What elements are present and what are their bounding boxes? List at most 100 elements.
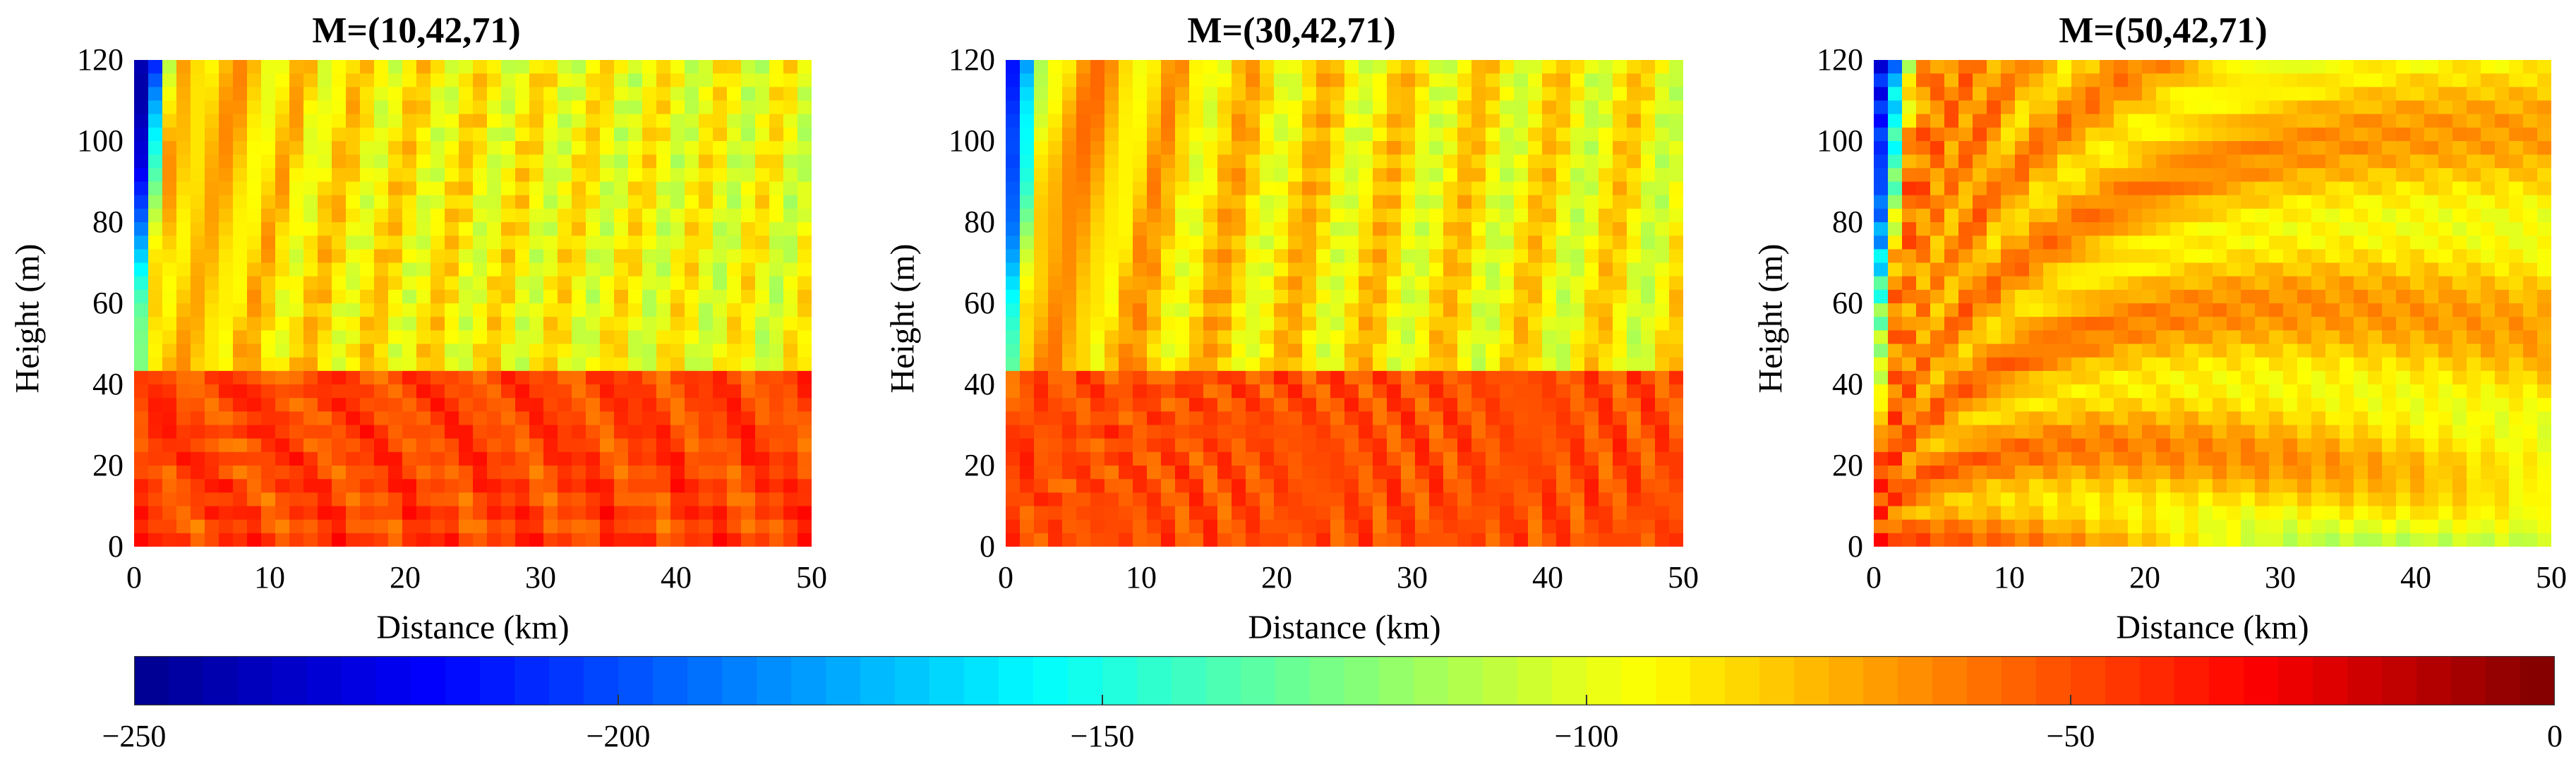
heatmap-cell — [2156, 533, 2171, 547]
heatmap-cell — [1973, 303, 1987, 317]
heatmap-cell — [275, 73, 290, 87]
heatmap-cell — [416, 168, 431, 183]
heatmap-cell — [2241, 87, 2256, 102]
heatmap-cell — [1288, 398, 1303, 412]
heatmap-cell — [727, 451, 742, 466]
heatmap-cell — [2424, 451, 2439, 466]
heatmap-cell — [431, 438, 445, 453]
heatmap-cell — [1133, 127, 1148, 142]
heatmap-cell — [1627, 222, 1642, 236]
heatmap-cell — [727, 249, 742, 264]
heatmap-cell — [543, 506, 558, 521]
heatmap-cell — [2241, 398, 2256, 412]
heatmap-cell — [2227, 154, 2241, 169]
heatmap-cell — [2325, 370, 2340, 385]
heatmap-cell — [219, 73, 234, 87]
heatmap-cell — [543, 519, 558, 534]
heatmap-cell — [1062, 154, 1077, 169]
heatmap-cell — [1542, 519, 1557, 534]
heatmap-cell — [2255, 127, 2270, 142]
heatmap-cell — [1189, 222, 1204, 236]
heatmap-cell — [1599, 276, 1613, 291]
heatmap-cell — [1090, 195, 1105, 210]
heatmap-cell — [360, 479, 375, 493]
heatmap-cell — [1443, 262, 1458, 277]
heatmap-cell — [2382, 154, 2397, 169]
heatmap-cell — [1373, 519, 1388, 534]
heatmap-cell — [1020, 398, 1035, 412]
heatmap-cell — [1570, 425, 1585, 439]
heatmap-cell — [515, 208, 530, 223]
heatmap-cell — [1217, 195, 1232, 210]
heatmap-cell — [2015, 479, 2030, 493]
heatmap-cell — [2142, 249, 2157, 264]
heatmap-cell — [1457, 60, 1472, 74]
heatmap-cell — [1246, 466, 1260, 480]
heatmap-cell — [1133, 330, 1148, 345]
heatmap-cell — [1443, 357, 1458, 372]
heatmap-cell — [148, 60, 163, 74]
heatmap-cell — [205, 154, 219, 169]
heatmap-cell — [247, 141, 262, 155]
heatmap-cell — [1415, 451, 1430, 466]
heatmap-cell — [586, 100, 601, 115]
heatmap-cell — [1302, 330, 1317, 345]
heatmap-cell — [628, 141, 643, 155]
heatmap-cell — [487, 262, 502, 277]
heatmap-cell — [1930, 289, 1945, 304]
heatmap-cell — [1443, 236, 1458, 250]
heatmap-cell — [445, 222, 459, 236]
heatmap-cell — [1048, 289, 1063, 304]
heatmap-cell — [2269, 398, 2284, 412]
heatmap-cell — [1401, 466, 1416, 480]
heatmap-cell — [1246, 425, 1260, 439]
heatmap-cell — [2255, 411, 2270, 426]
heatmap-cell — [628, 195, 643, 210]
heatmap-cell — [1344, 208, 1359, 223]
heatmap-cell — [2100, 168, 2114, 183]
heatmap-cell — [2354, 384, 2369, 399]
heatmap-cell — [303, 141, 318, 155]
heatmap-cell — [416, 236, 431, 250]
heatmap-cell — [1316, 317, 1331, 331]
heatmap-cell — [2297, 438, 2312, 453]
panel-title: M=(10,42,71) — [312, 11, 521, 51]
heatmap-cell — [1429, 100, 1444, 115]
heatmap-cell — [332, 262, 347, 277]
heatmap-cell — [332, 222, 347, 236]
heatmap-cell — [1556, 73, 1571, 87]
heatmap-cell — [1105, 276, 1119, 291]
heatmap-cell — [783, 519, 798, 534]
heatmap-cell — [2283, 141, 2298, 155]
heatmap-cell — [1105, 317, 1119, 331]
heatmap-cell — [2142, 208, 2157, 223]
heatmap-cell — [600, 236, 615, 250]
heatmap-cell — [529, 492, 544, 507]
heatmap-cell — [1457, 222, 1472, 236]
heatmap-cell — [1232, 208, 1246, 223]
heatmap-cell — [2086, 168, 2100, 183]
heatmap-cell — [2170, 168, 2185, 183]
heatmap-cell — [459, 357, 474, 372]
heatmap-cell — [1147, 438, 1162, 453]
heatmap-cell — [1133, 425, 1148, 439]
heatmap-cell — [1888, 222, 1903, 236]
heatmap-cell — [600, 141, 615, 155]
heatmap-cell — [1020, 519, 1035, 534]
heatmap-cell — [685, 303, 699, 317]
heatmap-cell — [1415, 141, 1430, 155]
heatmap-cell — [1232, 479, 1246, 493]
heatmap-cell — [1930, 141, 1945, 155]
heatmap-cell — [191, 411, 205, 426]
heatmap-cell — [346, 451, 361, 466]
heatmap-cell — [1930, 438, 1945, 453]
heatmap-cell — [2015, 398, 2030, 412]
heatmap-cell — [1930, 344, 1945, 358]
heatmap-cell — [699, 168, 714, 183]
heatmap-cell — [1655, 303, 1670, 317]
heatmap-cell — [2086, 398, 2100, 412]
heatmap-cell — [134, 168, 149, 183]
heatmap-cell — [501, 195, 516, 210]
heatmap-cell — [558, 370, 572, 385]
heatmap-cell — [1987, 438, 2002, 453]
